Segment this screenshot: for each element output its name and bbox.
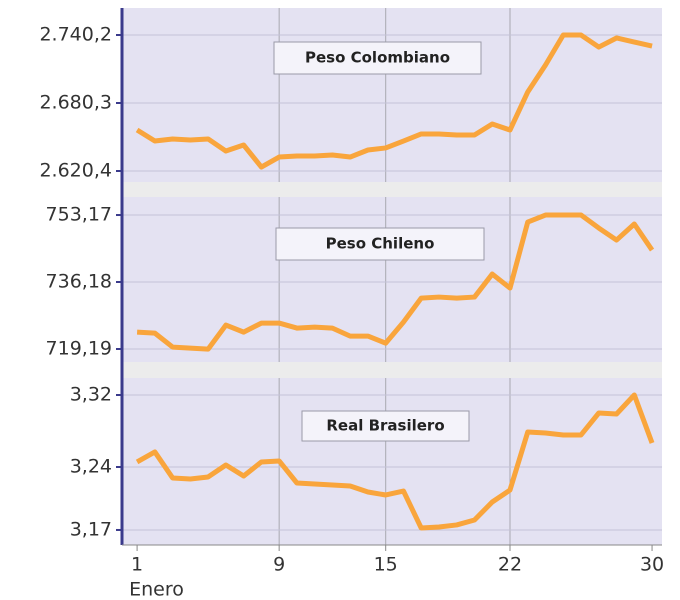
panel-title: Real Brasilero (326, 417, 444, 435)
x-tick-label: 15 (374, 554, 398, 576)
panel-title: Peso Chileno (326, 235, 435, 253)
y-tick-label: 3,24 (70, 455, 112, 477)
y-tick-label: 753,17 (46, 204, 112, 226)
y-tick-label: 719,19 (46, 337, 112, 359)
panel-title: Peso Colombiano (305, 49, 450, 67)
line (135, 32, 653, 170)
panel-gap (122, 182, 662, 197)
x-tick-label: 1 (131, 554, 143, 576)
title-box (301, 410, 470, 442)
y-tick-label: 2.740,2 (39, 24, 112, 46)
y-tick-label: 3,32 (70, 384, 112, 406)
panel-gap (122, 362, 662, 378)
x-axis-label: Enero (129, 579, 184, 600)
y-tick-label: 2.680,3 (39, 92, 112, 114)
x-tick-label: 30 (640, 554, 664, 576)
x-tick-label: 9 (273, 554, 285, 576)
line (135, 392, 655, 531)
title-box (273, 41, 482, 75)
x-tick-label: 22 (498, 554, 522, 576)
y-tick-label: 736,18 (46, 271, 112, 293)
title-box (275, 227, 485, 261)
y-tick-label: 2.620,4 (39, 159, 112, 181)
plot-area (122, 378, 662, 545)
line (136, 212, 655, 352)
y-tick-label: 3,17 (70, 518, 112, 540)
